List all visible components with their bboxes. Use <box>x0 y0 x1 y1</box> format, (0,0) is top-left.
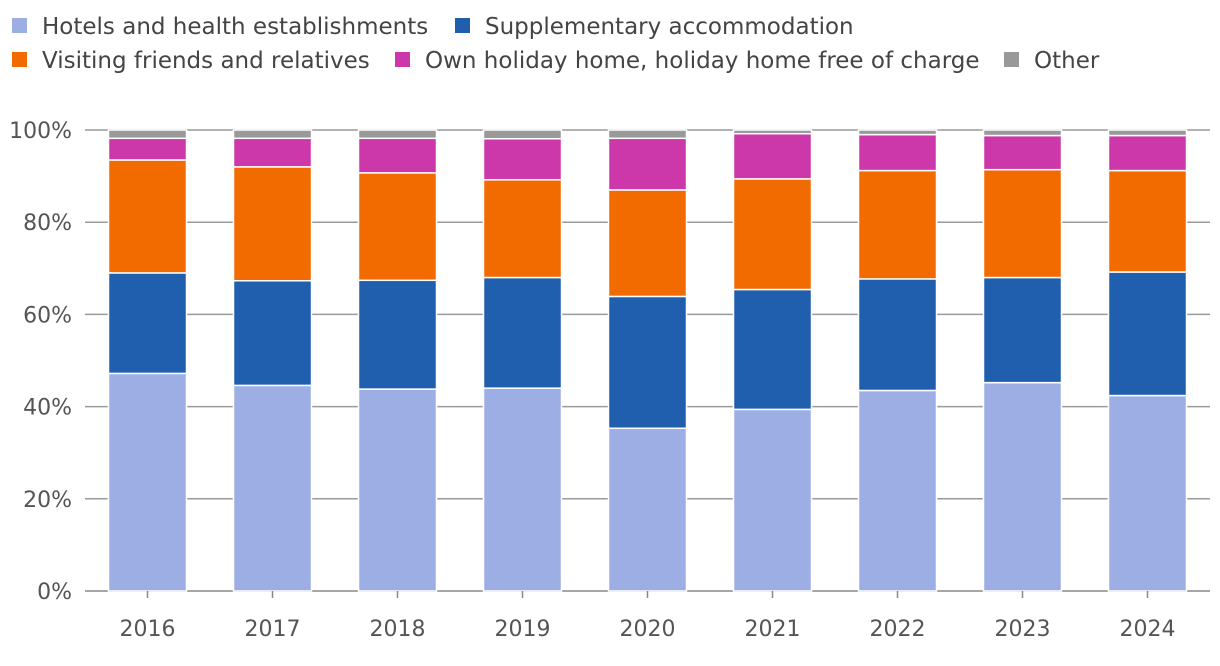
bar-hotels-and-health-establishments-2018 <box>357 388 438 592</box>
legend-swatch <box>12 52 27 67</box>
x-tick-label: 2017 <box>245 617 301 642</box>
bar-visiting-friends-and-relatives-2023 <box>982 168 1063 279</box>
bar-hotels-and-health-establishments-2017 <box>232 384 313 592</box>
bar-visiting-friends-and-relatives-2024 <box>1107 169 1188 273</box>
bar-supplementary-accommodation-2021 <box>732 288 813 411</box>
x-tick-label: 2020 <box>620 617 676 642</box>
bar-hotels-and-health-establishments-2016 <box>107 372 188 592</box>
legend-label: Hotels and health establishments <box>42 14 428 40</box>
x-tick-label: 2024 <box>1120 617 1176 642</box>
bar-hotels-and-health-establishments-2020 <box>607 427 688 592</box>
bar-supplementary-accommodation-2017 <box>232 279 313 387</box>
bar-other-2016 <box>107 129 188 140</box>
bar-group-2017 <box>232 129 313 592</box>
legend-swatch <box>395 52 410 67</box>
legend-item-supplementary-accommodation: Supplementary accommodation <box>455 14 854 40</box>
bar-group-2020 <box>607 129 688 592</box>
bar-group-2018 <box>357 129 438 592</box>
bar-other-2019 <box>482 129 563 140</box>
x-tick-label: 2016 <box>120 617 176 642</box>
bar-own-holiday-home-holiday-home-free-of-charge-2016 <box>107 137 188 161</box>
bar-own-holiday-home-holiday-home-free-of-charge-2017 <box>232 137 313 168</box>
bar-other-2023 <box>982 129 1063 137</box>
legend-swatch <box>1004 52 1019 67</box>
bar-other-2017 <box>232 129 313 140</box>
bar-other-2018 <box>357 129 438 140</box>
legend-item-hotels-and-health-establishments: Hotels and health establishments <box>12 14 428 40</box>
x-tick-label: 2021 <box>745 617 801 642</box>
legend-swatch <box>12 18 27 33</box>
bar-supplementary-accommodation-2019 <box>482 276 563 389</box>
x-tick-label: 2019 <box>495 617 551 642</box>
bar-own-holiday-home-holiday-home-free-of-charge-2022 <box>857 133 938 172</box>
bar-group-2016 <box>107 129 188 592</box>
bar-supplementary-accommodation-2024 <box>1107 271 1188 397</box>
bar-visiting-friends-and-relatives-2021 <box>732 178 813 291</box>
bar-group-2022 <box>857 129 938 592</box>
bar-visiting-friends-and-relatives-2016 <box>107 159 188 274</box>
bar-visiting-friends-and-relatives-2022 <box>857 169 938 280</box>
x-axis: 2016 2017 2018 2019 2020 2021 2022 2023 2024 <box>120 591 1176 642</box>
bar-supplementary-accommodation-2022 <box>857 278 938 392</box>
bar-own-holiday-home-holiday-home-free-of-charge-2020 <box>607 137 688 191</box>
bar-other-2024 <box>1107 129 1188 137</box>
bar-own-holiday-home-holiday-home-free-of-charge-2021 <box>732 132 813 180</box>
bar-supplementary-accommodation-2023 <box>982 276 1063 384</box>
bar-supplementary-accommodation-2018 <box>357 279 438 390</box>
legend-label: Visiting friends and relatives <box>42 48 370 74</box>
y-axis: 0% 20% 40% 60% 80% 100% <box>9 119 72 605</box>
bar-own-holiday-home-holiday-home-free-of-charge-2023 <box>982 134 1063 171</box>
legend-item-other: Other <box>1004 48 1100 74</box>
bar-hotels-and-health-establishments-2021 <box>732 408 813 592</box>
legend-swatch <box>455 18 470 33</box>
y-tick-label: 60% <box>23 303 72 328</box>
bar-own-holiday-home-holiday-home-free-of-charge-2019 <box>482 138 563 181</box>
bar-other-2021 <box>732 129 813 135</box>
x-tick-label: 2018 <box>370 617 426 642</box>
bar-supplementary-accommodation-2016 <box>107 272 188 375</box>
bar-group-2021 <box>732 129 813 592</box>
bar-visiting-friends-and-relatives-2018 <box>357 172 438 282</box>
legend-label: Own holiday home, holiday home free of c… <box>425 48 980 74</box>
bar-hotels-and-health-establishments-2019 <box>482 387 563 592</box>
bar-hotels-and-health-establishments-2023 <box>982 381 1063 592</box>
x-tick-label: 2023 <box>995 617 1051 642</box>
legend-label: Supplementary accommodation <box>485 14 854 40</box>
bars <box>107 129 1188 592</box>
bar-group-2024 <box>1107 129 1188 592</box>
x-tick-label: 2022 <box>870 617 926 642</box>
bar-group-2019 <box>482 129 563 592</box>
bar-supplementary-accommodation-2020 <box>607 295 688 430</box>
bar-hotels-and-health-establishments-2022 <box>857 389 938 592</box>
bar-visiting-friends-and-relatives-2020 <box>607 189 688 298</box>
bar-own-holiday-home-holiday-home-free-of-charge-2018 <box>357 137 438 174</box>
legend-item-visiting-friends-and-relatives: Visiting friends and relatives <box>12 48 370 74</box>
y-tick-label: 0% <box>37 580 72 605</box>
y-tick-label: 80% <box>23 211 72 236</box>
legend-label: Other <box>1034 48 1100 74</box>
legend: Hotels and health establishments Suppleme… <box>12 14 1100 74</box>
y-tick-label: 40% <box>23 396 72 421</box>
y-tick-label: 100% <box>9 119 72 144</box>
bar-other-2020 <box>607 129 688 140</box>
bar-own-holiday-home-holiday-home-free-of-charge-2024 <box>1107 134 1188 172</box>
legend-item-own-holiday-home-holiday-home-free-of-charge: Own holiday home, holiday home free of c… <box>395 48 980 74</box>
bar-visiting-friends-and-relatives-2017 <box>232 166 313 282</box>
bar-visiting-friends-and-relatives-2019 <box>482 179 563 279</box>
bar-other-2022 <box>857 129 938 136</box>
y-tick-label: 20% <box>23 488 72 513</box>
bar-hotels-and-health-establishments-2024 <box>1107 394 1188 592</box>
bar-group-2023 <box>982 129 1063 592</box>
